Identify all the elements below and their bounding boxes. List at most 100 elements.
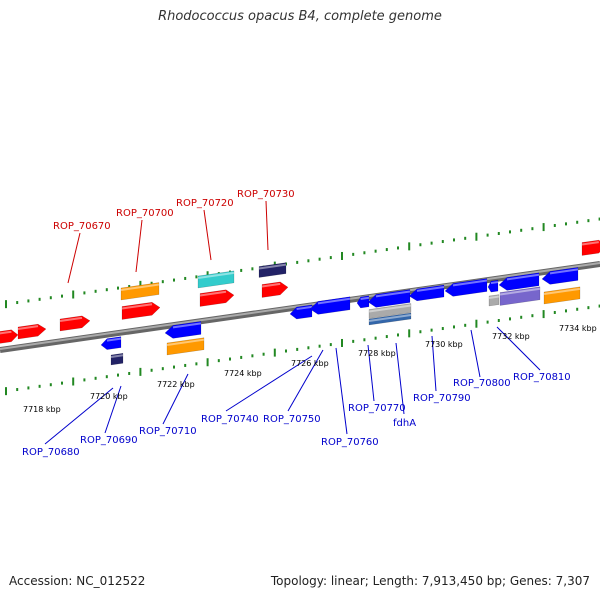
gene-arrow-body: [487, 279, 499, 293]
feature-box-body: [499, 286, 541, 306]
gene-label-rop-70700[interactable]: ROP_70700: [116, 208, 174, 219]
gene-arrow-body: [309, 296, 351, 315]
gene-label-rop-70760[interactable]: ROP_70760: [321, 437, 379, 448]
feature-box-body: [166, 337, 205, 356]
feature-box: [110, 352, 124, 366]
gene-label-fdha[interactable]: fdhA: [393, 418, 416, 429]
callout-line: [287, 349, 324, 412]
feature-box-shine: [488, 295, 500, 299]
feature-box-body: [543, 286, 581, 305]
callout-line: [135, 219, 143, 273]
gene-arrow: [367, 289, 411, 308]
gene-arrow: [444, 278, 488, 297]
gene-arrow: [100, 336, 122, 350]
scale-label: 7720 kbp: [90, 392, 128, 401]
gene-label-rop-70730[interactable]: ROP_70730: [237, 189, 295, 200]
feature-box-shine: [543, 287, 581, 295]
gene-label-rop-70670[interactable]: ROP_70670: [53, 221, 111, 232]
feature-box-shine: [197, 271, 235, 279]
feature-box: [368, 303, 412, 319]
gene-label-rop-70740[interactable]: ROP_70740: [201, 414, 259, 425]
gene-arrow-body: [100, 336, 122, 350]
gene-arrow-shine: [375, 290, 411, 298]
gene-arrow: [498, 272, 540, 291]
gene-label-rop-70800[interactable]: ROP_70800: [453, 378, 511, 389]
feature-box: [543, 286, 581, 305]
gene-arrow-body: [581, 239, 600, 256]
gene-arrow: [356, 295, 370, 309]
feature-box-shine: [368, 304, 412, 313]
gene-arrow: [289, 304, 313, 320]
callout-line: [431, 335, 437, 392]
gene-arrow: [17, 323, 47, 340]
feature-box-body: [258, 262, 287, 278]
callout-line: [225, 355, 313, 412]
gene-arrow-shine: [121, 303, 153, 310]
gene-arrow-shine: [452, 279, 488, 287]
feature-box-shine: [120, 283, 160, 291]
feature-box-body: [368, 312, 412, 326]
gene-arrow-shine: [59, 316, 83, 322]
feature-box-shine: [499, 287, 541, 296]
gene-arrow-body: [356, 295, 370, 309]
gene-arrow-body: [17, 323, 47, 340]
feature-box: [368, 312, 412, 326]
gene-arrow: [408, 284, 445, 302]
feature-box-shine: [368, 313, 412, 322]
feature-box: [488, 294, 500, 307]
gene-features: [0, 239, 600, 366]
forward-gene-labels: ROP_70670 ROP_70700 ROP_70720 ROP_70730: [53, 189, 295, 232]
gene-arrow-shine: [17, 325, 39, 330]
gene-label-rop-70690[interactable]: ROP_70690: [80, 435, 138, 446]
gene-label-rop-70790[interactable]: ROP_70790: [413, 393, 471, 404]
gene-label-rop-70680[interactable]: ROP_70680: [22, 447, 80, 458]
gene-arrow-body: [541, 267, 579, 285]
callout-line: [367, 344, 375, 402]
feature-box-shine: [110, 354, 124, 358]
gene-arrow-body: [444, 278, 488, 297]
gene-arrow-body: [59, 315, 91, 332]
gene-arrow: [261, 281, 289, 298]
callout-line: [44, 387, 114, 445]
feature-box-body: [110, 352, 124, 366]
feature-box-body: [197, 270, 235, 289]
gene-arrow-shine: [416, 285, 445, 292]
gene-arrow: [541, 267, 579, 285]
callout-lines: [44, 200, 541, 445]
gene-arrow-body: [164, 321, 202, 339]
callout-line: [104, 385, 122, 434]
scale-label: 7730 kbp: [425, 340, 463, 349]
scale-label: 7734 kbp: [559, 324, 597, 333]
gene-arrow-shine: [549, 268, 579, 275]
gene-arrow: [309, 296, 351, 315]
gene-arrow-shine: [0, 330, 12, 335]
gene-label-rop-70810[interactable]: ROP_70810: [513, 372, 571, 383]
callout-line: [162, 373, 189, 425]
callout-line: [265, 200, 269, 251]
feature-box-shine: [258, 263, 287, 270]
callout-line: [335, 347, 348, 435]
gene-arrow-body: [261, 281, 289, 298]
gene-label-rop-70720[interactable]: ROP_70720: [176, 198, 234, 209]
gene-label-rop-70750[interactable]: ROP_70750: [263, 414, 321, 425]
gene-arrow-shine: [106, 337, 122, 342]
feature-box: [166, 337, 205, 356]
gene-arrow-shine: [360, 296, 370, 300]
scale-label: 7718 kbp: [23, 405, 61, 414]
map-title: Rhodococcus opacus B4, complete genome: [158, 9, 442, 24]
callout-line: [496, 326, 541, 371]
gene-label-rop-70710[interactable]: ROP_70710: [139, 426, 197, 437]
gene-arrow-body: [408, 284, 445, 302]
gene-arrow: [487, 279, 499, 293]
callout-line: [203, 209, 212, 261]
gene-arrow-shine: [490, 281, 499, 285]
gene-arrow: [164, 321, 202, 339]
feature-box: [499, 286, 541, 306]
reverse-gene-labels: ROP_70680 ROP_70690 ROP_70710 ROP_70740 …: [22, 372, 571, 458]
scale-label: 7728 kbp: [358, 349, 396, 358]
topology-summary: Topology: linear; Length: 7,913,450 bp; …: [270, 574, 590, 588]
gene-label-rop-70770[interactable]: ROP_70770: [348, 403, 406, 414]
gene-arrow-body: [367, 289, 411, 308]
feature-box-body: [488, 294, 500, 307]
